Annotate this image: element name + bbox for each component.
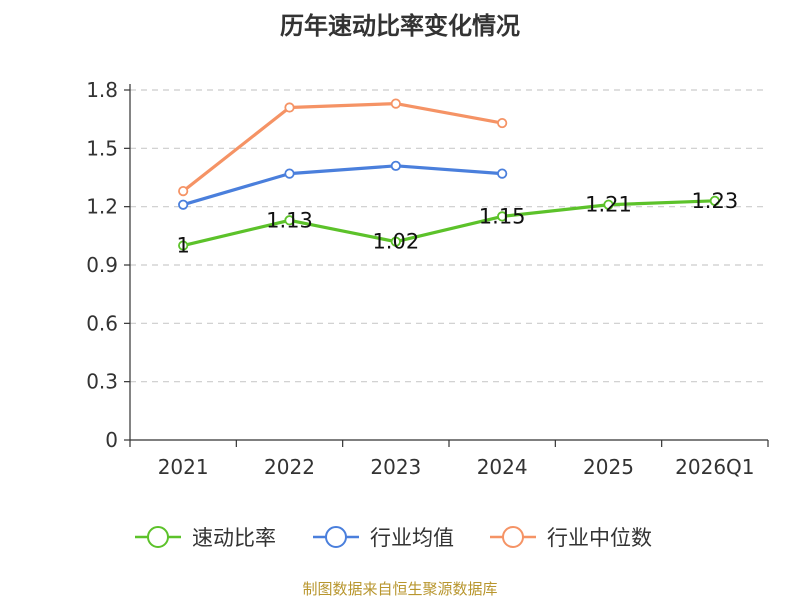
y-tick-label: 1.8: [86, 78, 118, 102]
legend-item: 行业均值: [313, 526, 454, 550]
y-tick-label: 0: [105, 428, 118, 452]
y-tick-label: 0.3: [86, 370, 118, 394]
legend-marker: [502, 526, 524, 548]
y-tick-label: 1.2: [86, 195, 118, 219]
series-line: [182, 199, 715, 248]
data-point: [390, 98, 401, 109]
y-tick-label: 1.5: [86, 136, 118, 160]
grid-layer: [130, 89, 768, 383]
series-line: [182, 164, 503, 207]
data-label: 1: [176, 234, 189, 258]
legend-marker: [325, 526, 347, 548]
x-tick-label: 2022: [264, 455, 315, 479]
data-point: [497, 117, 508, 129]
y-tick-label: 0.6: [86, 311, 118, 335]
data-point: [284, 215, 295, 226]
data-point: [178, 186, 189, 197]
x-tick-label: 2025: [583, 455, 634, 479]
data-point: [709, 195, 720, 206]
x-tick-label: 2021: [158, 455, 209, 479]
x-tick-label: 2026Q1: [675, 455, 754, 479]
data-label: 1.21: [585, 193, 632, 217]
legend-item: 速动比率: [135, 526, 276, 550]
x-tick-label: 2024: [477, 455, 528, 479]
legend-item: 行业中位数: [490, 526, 652, 550]
data-point: [284, 168, 295, 179]
data-point: [284, 102, 295, 113]
source-note: 制图数据来自恒生聚源数据库: [302, 580, 498, 598]
axis-layer: 0 0.3 0.6 0.9 1.2 1.5 1.8 2021 2022 2023 2024 2025 2…: [86, 78, 769, 479]
x-tick-label: 2023: [370, 455, 421, 479]
chart-title: 历年速动比率变化情况: [280, 12, 520, 40]
data-point: [178, 199, 189, 210]
label-layer: 1 1.13 1.02 1.15 1.21 1.23: [176, 189, 738, 258]
y-tick-label: 0.9: [86, 253, 118, 277]
data-point: [390, 160, 401, 171]
data-label: 1.02: [372, 230, 419, 254]
series-line: [182, 102, 503, 193]
data-label: 1.13: [266, 208, 313, 232]
data-point: [390, 236, 401, 247]
legend: 速动比率 行业均值 行业中位数: [135, 526, 652, 550]
data-point: [497, 168, 508, 179]
data-point: [497, 211, 508, 222]
data-point: [178, 240, 189, 251]
legend-marker: [147, 526, 169, 548]
legend-label: 行业均值: [370, 526, 454, 550]
data-label: 1.23: [691, 189, 738, 213]
legend-label: 速动比率: [192, 526, 276, 550]
legend-label: 行业中位数: [547, 526, 652, 550]
data-point: [603, 199, 614, 210]
series-layer: [178, 98, 720, 251]
data-label: 1.15: [479, 204, 526, 228]
